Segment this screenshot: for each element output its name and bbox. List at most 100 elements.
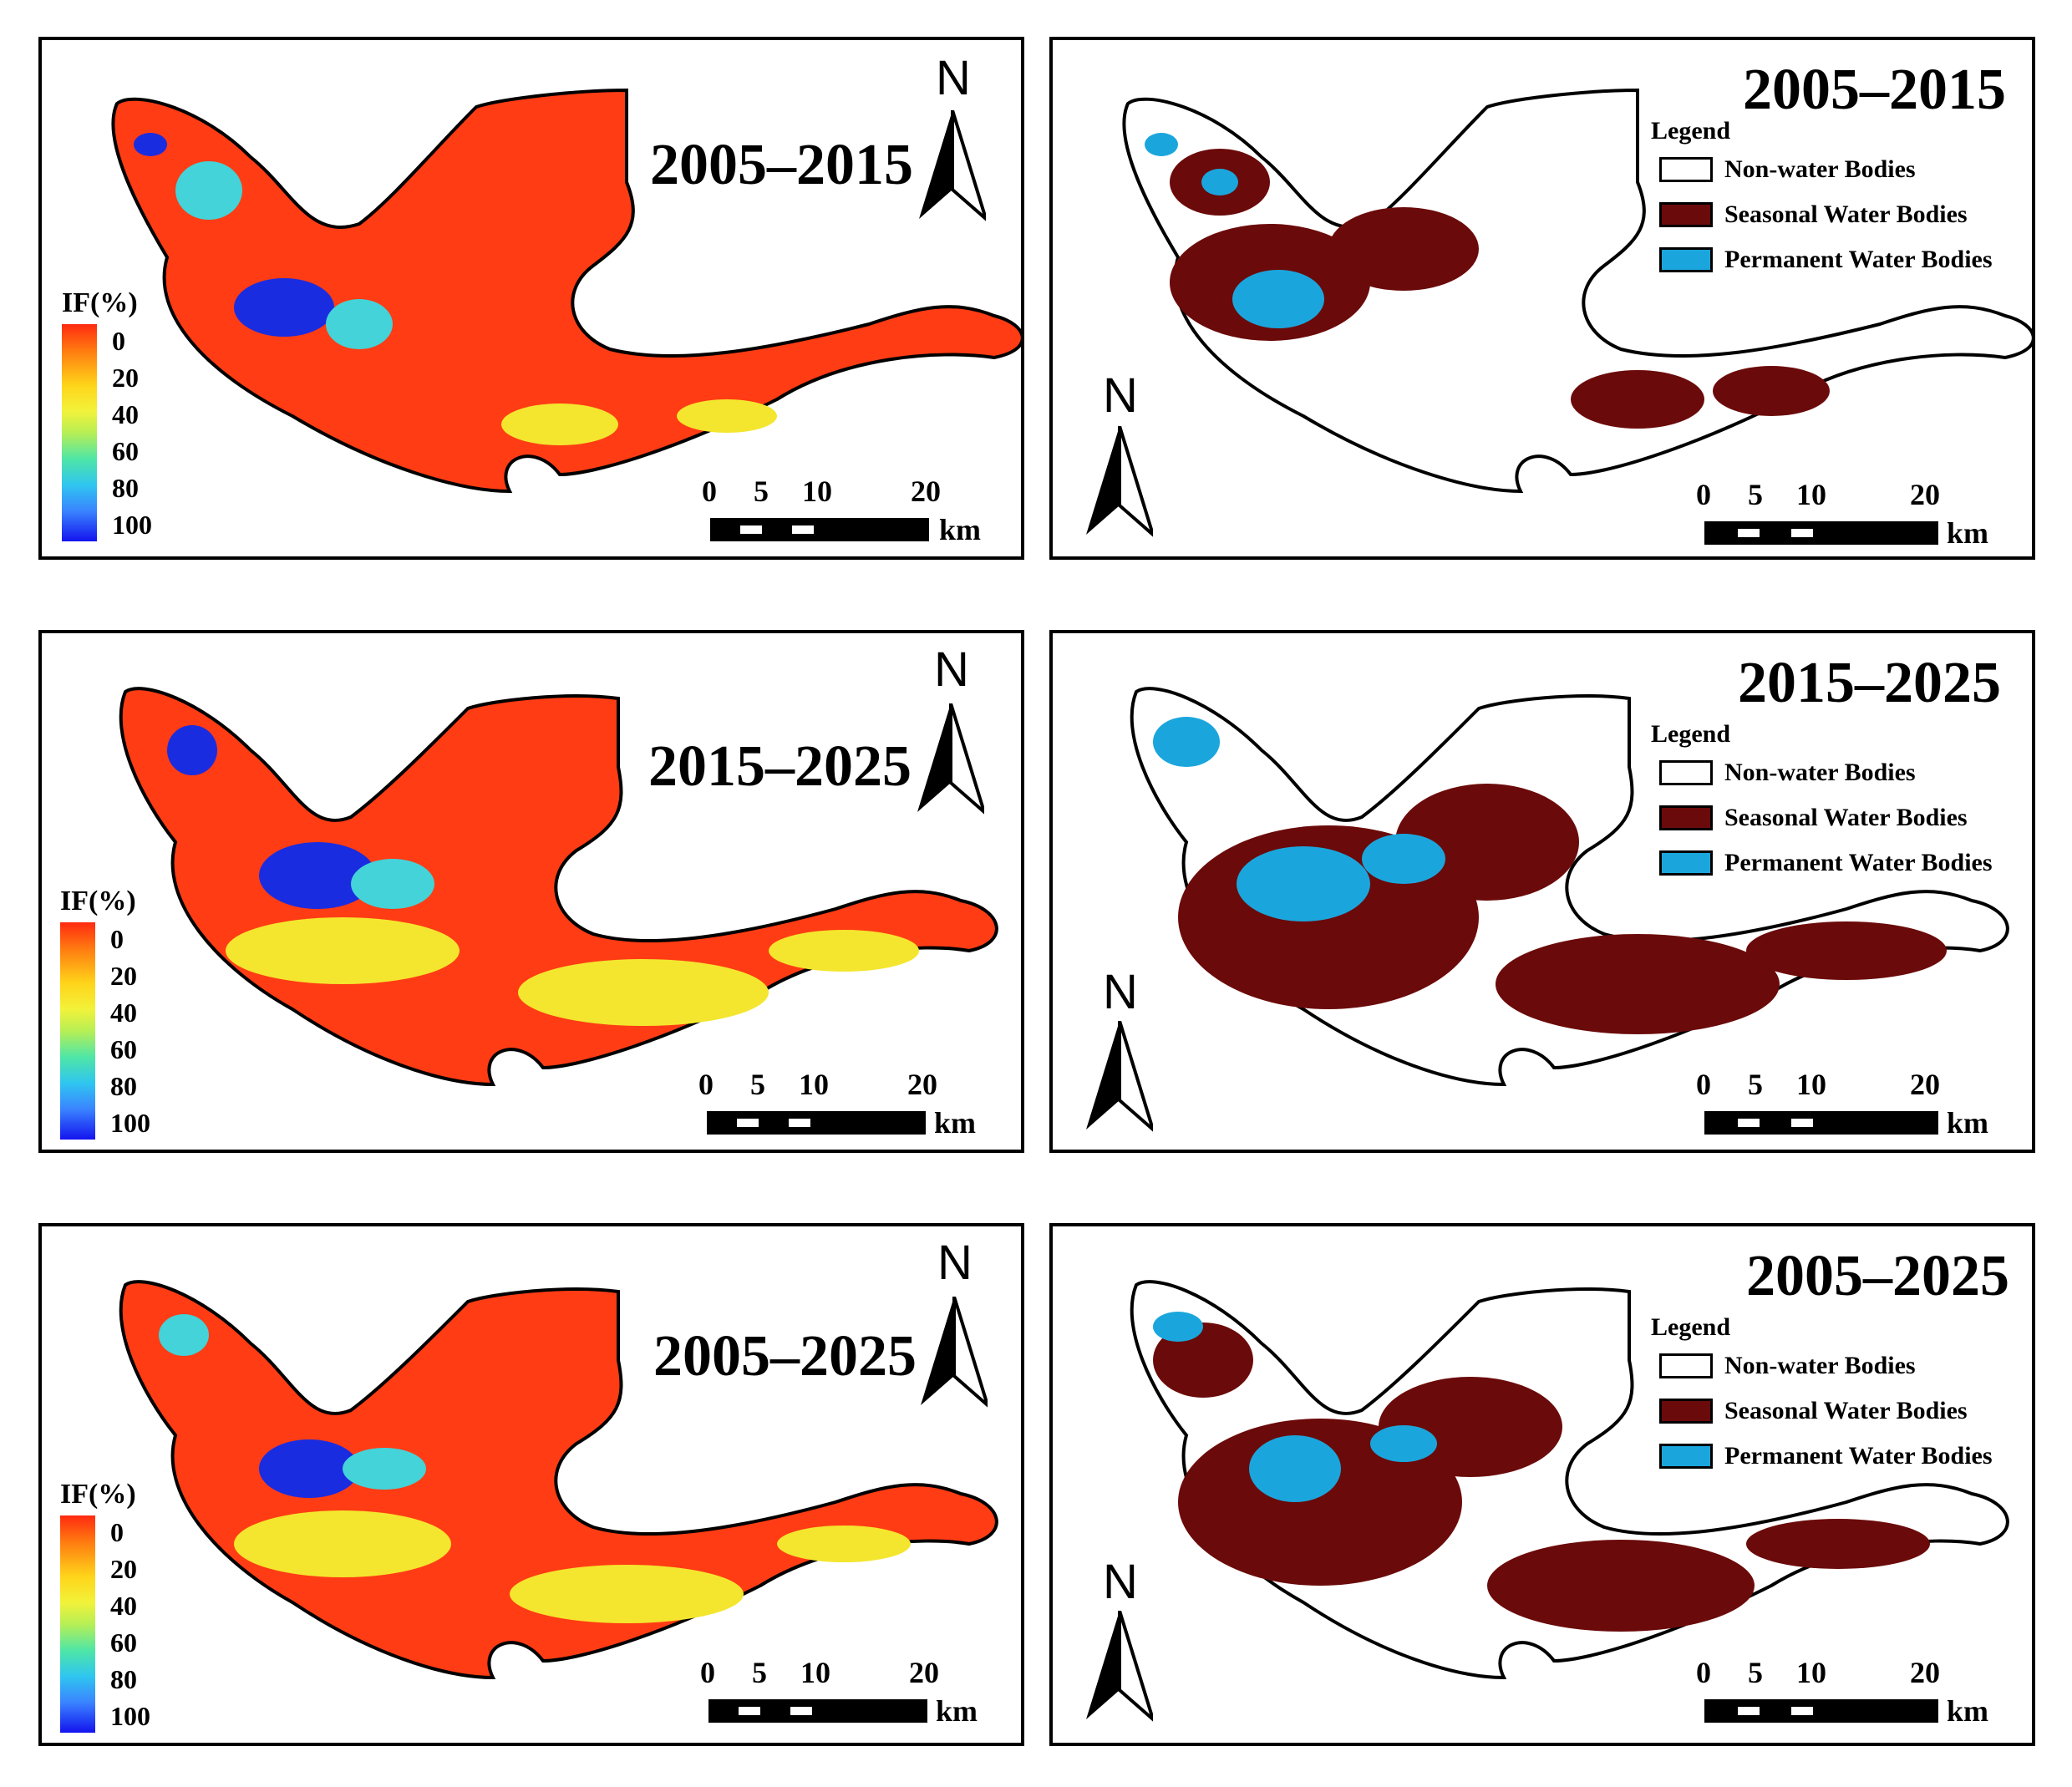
scalebar-label: 5 <box>1748 1656 1763 1689</box>
map-title: 2005–2015 <box>1743 58 2006 122</box>
scalebar-label: 0 <box>1696 478 1711 511</box>
map-title: 2005–2025 <box>1746 1244 2009 1308</box>
map-if-2005-2025 <box>119 1280 998 1680</box>
scalebar-unit: km <box>1947 1106 1989 1140</box>
scalebar <box>710 518 929 541</box>
colorbar-tick: 0 <box>112 326 125 356</box>
north-arrow-icon <box>1086 426 1153 537</box>
colorbar-title: IF(%) <box>62 287 138 318</box>
map-wb-2005-2025 <box>1130 1280 2009 1680</box>
scalebar-unit: km <box>939 513 982 546</box>
panel-if-2015-2025: 2015–2025 N IF(%) 0 20 40 60 80 100 0 5 … <box>38 630 1024 1153</box>
scalebar-label: 5 <box>1748 478 1763 511</box>
colorbar-tick: 100 <box>110 1701 150 1731</box>
scalebar-unit: km <box>934 1106 977 1140</box>
panel-if-2005-2025: 2005–2025 N IF(%) 0 20 40 60 80 100 0 5 … <box>38 1223 1024 1746</box>
colorbar <box>60 922 95 1140</box>
map-title: 2015–2025 <box>1738 651 2001 715</box>
colorbar-tick: 60 <box>112 436 139 466</box>
if-high-zones <box>167 725 919 1026</box>
colorbar <box>60 1515 95 1733</box>
map-title: 2005–2025 <box>653 1324 917 1388</box>
panel-wb-2005-2025: 2005–2025 Legend Non-water Bodies Season… <box>1049 1223 2035 1746</box>
scalebar-label: 10 <box>1796 1656 1826 1689</box>
north-arrow-icon <box>1086 1021 1153 1132</box>
if-high-zones <box>159 1314 911 1623</box>
north-arrow-icon <box>1086 1611 1153 1722</box>
scalebar-label: 0 <box>702 475 717 508</box>
scalebar-label: 10 <box>800 1656 830 1689</box>
scalebar <box>708 1699 927 1723</box>
north-letter: N <box>936 51 971 105</box>
scalebar-label: 5 <box>754 475 769 508</box>
colorbar <box>62 324 97 541</box>
map-wb-2005-2015 <box>1122 88 2032 494</box>
legend-title: Legend <box>1651 1313 1731 1341</box>
north-letter: N <box>937 1236 973 1290</box>
panel-wb-2005-2015: 2005–2015 Legend Non-water Bodies Season… <box>1049 37 2035 560</box>
scalebar-unit: km <box>1947 516 1989 550</box>
scalebar-unit: km <box>936 1694 978 1728</box>
scalebar-label: 5 <box>1748 1068 1763 1101</box>
scalebar-label: 0 <box>1696 1068 1711 1101</box>
map-if-2005-2015 <box>111 88 1021 494</box>
lake-outline <box>111 88 1021 494</box>
colorbar-tick: 80 <box>110 1071 137 1101</box>
colorbar-title: IF(%) <box>60 886 136 916</box>
colorbar-tick: 80 <box>110 1664 137 1694</box>
scalebar-label: 5 <box>752 1656 767 1689</box>
scalebar-label: 5 <box>750 1068 765 1101</box>
scalebar-label: 10 <box>1796 478 1826 511</box>
colorbar-tick: 100 <box>110 1108 150 1138</box>
scalebar-label: 0 <box>1696 1656 1711 1689</box>
colorbar-tick: 60 <box>110 1627 137 1658</box>
scalebar-label: 10 <box>799 1068 829 1101</box>
scalebar-label: 10 <box>1796 1068 1826 1101</box>
colorbar-tick: 80 <box>112 473 139 503</box>
scalebar-label: 0 <box>700 1656 715 1689</box>
map-title: 2015–2025 <box>648 734 912 799</box>
north-letter: N <box>1103 368 1138 423</box>
lake-outline <box>1122 88 2032 494</box>
legend-title: Legend <box>1651 117 1731 145</box>
map-wb-2015-2025 <box>1130 687 2009 1087</box>
permanent-water-zones <box>1153 717 1445 921</box>
colorbar-tick: 20 <box>110 1554 137 1584</box>
colorbar-tick: 60 <box>110 1034 137 1064</box>
colorbar-tick: 100 <box>112 510 152 540</box>
scalebar-label: 20 <box>1910 1656 1940 1689</box>
lake-outline <box>119 687 998 1087</box>
map-title: 2005–2015 <box>650 133 913 197</box>
colorbar-tick: 40 <box>112 399 139 429</box>
scalebar-label: 10 <box>802 475 832 508</box>
legend-title: Legend <box>1651 720 1731 748</box>
scalebar-label: 20 <box>911 475 941 508</box>
scalebar-label: 20 <box>909 1656 939 1689</box>
colorbar-tick: 40 <box>110 1591 137 1621</box>
north-letter: N <box>1103 965 1138 1019</box>
scalebar <box>1704 521 1938 545</box>
map-if-2015-2025 <box>119 687 998 1087</box>
panel-wb-2015-2025: 2015–2025 Legend Non-water Bodies Season… <box>1049 630 2035 1153</box>
scalebar-label: 20 <box>907 1068 937 1101</box>
scalebar-label: 0 <box>698 1068 714 1101</box>
colorbar-title: IF(%) <box>60 1479 136 1510</box>
colorbar-tick: 0 <box>110 1517 124 1547</box>
colorbar-tick: 20 <box>112 363 139 393</box>
panel-if-2005-2015: 2005–2015 N IF(%) 0 20 40 60 80 100 0 5 … <box>38 37 1024 560</box>
scalebar-label: 20 <box>1910 478 1940 511</box>
north-arrow-icon <box>919 110 986 221</box>
permanent-water-zones <box>1145 133 1324 328</box>
north-letter: N <box>934 642 969 697</box>
colorbar-tick: 40 <box>110 998 137 1028</box>
permanent-water-zones <box>1153 1312 1437 1502</box>
lake-outline <box>119 1280 998 1680</box>
if-high-zones <box>134 133 777 445</box>
north-arrow-icon <box>921 1297 988 1408</box>
scalebar <box>707 1111 926 1135</box>
colorbar-tick: 20 <box>110 961 137 991</box>
north-letter: N <box>1103 1555 1138 1609</box>
scalebar-label: 20 <box>1910 1068 1940 1101</box>
north-arrow-icon <box>917 703 984 815</box>
scalebar <box>1704 1699 1938 1723</box>
